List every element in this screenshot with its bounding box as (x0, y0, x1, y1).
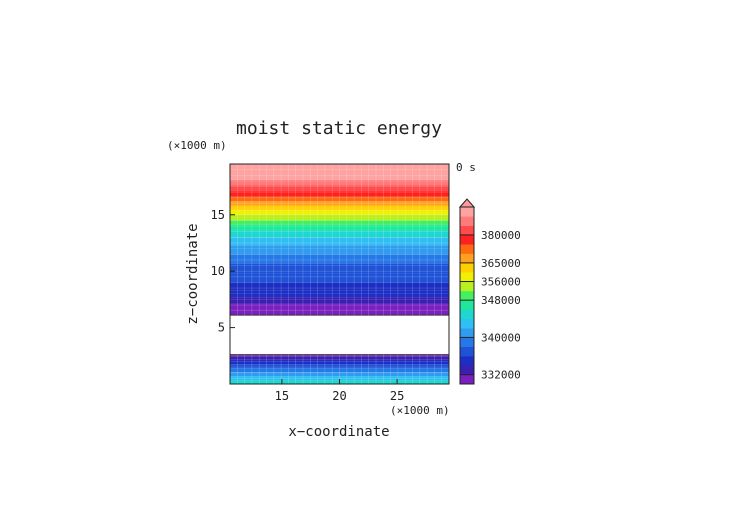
colorbar-segment (460, 234, 474, 245)
colorbar-segment (460, 262, 474, 273)
contour-band (230, 179, 449, 186)
colorbar-tick-label: 356000 (481, 276, 521, 289)
y-tick-label: 10 (211, 264, 225, 278)
contour-band (230, 297, 449, 304)
colorbar-segment (460, 318, 474, 329)
colorbar-tick-label: 365000 (481, 257, 521, 270)
contour-band (230, 376, 449, 381)
x-tick-label: 20 (332, 389, 346, 403)
colorbar-tick-label: 340000 (481, 331, 521, 344)
colorbar-tick-label: 332000 (481, 369, 521, 382)
colorbar-segment (460, 253, 474, 264)
x-tick-label: 25 (390, 389, 404, 403)
colorbar-segment (460, 207, 474, 217)
contour-band (230, 245, 449, 255)
colorbar-segment (460, 300, 474, 310)
contour-band (230, 210, 449, 215)
colorbar-segment (460, 281, 474, 292)
colorbar-segment (460, 337, 474, 348)
contour-band (230, 214, 449, 221)
contour-band (230, 303, 449, 310)
colorbar: 332000 340000 348000 356000 365000 380000 (458, 198, 521, 385)
contour-band (230, 220, 449, 225)
contour-band (230, 164, 449, 180)
contour-band (230, 372, 449, 377)
grid-lines (230, 164, 449, 384)
contour-band (230, 368, 449, 373)
y-tick-label: 5 (218, 321, 225, 335)
contour-band (230, 359, 449, 365)
contour-band (230, 309, 449, 316)
y-axis-label: z−coordinate (185, 223, 201, 324)
colorbar-segment (460, 272, 474, 282)
colorbar-segment (460, 356, 474, 366)
colorbar-tick-label: 380000 (481, 229, 521, 242)
x-axis-label: x−coordinate (288, 424, 389, 440)
contour-band (230, 224, 449, 231)
contour-band (230, 196, 449, 202)
contour-band (230, 237, 449, 246)
colorbar-segment (460, 328, 474, 338)
chart-title: moist static energy (236, 118, 442, 139)
x-axis-ticks: 15 20 25 (275, 379, 404, 403)
contour-band (230, 201, 449, 206)
contour-band (230, 282, 449, 291)
x-unit-label: (×1000 m) (390, 404, 450, 417)
colorbar-frame (459, 206, 475, 385)
colorbar-segment (460, 374, 474, 385)
colorbar-tick-label: 348000 (481, 294, 521, 307)
contour-band (230, 290, 449, 298)
colorbar-segment (460, 244, 474, 254)
contour-band (230, 356, 449, 360)
colorbar-segment (460, 346, 474, 357)
colorbar-segment (460, 290, 474, 301)
contour-band (230, 354, 449, 357)
y-unit-label: (×1000 m) (167, 139, 227, 152)
colorbar-segment (460, 225, 474, 236)
contour-band (230, 364, 449, 369)
contour-band (230, 205, 449, 211)
colorbar-segment (460, 365, 474, 375)
time-label: 0 s (456, 161, 476, 174)
contour-band (230, 230, 449, 238)
x-tick-label: 15 (275, 389, 289, 403)
contour-band (230, 254, 449, 264)
contour-band (230, 263, 449, 274)
y-axis-ticks: 5 10 15 (211, 208, 235, 335)
colorbar-segment (460, 216, 474, 226)
contour-band (230, 185, 449, 192)
y-tick-label: 15 (211, 208, 225, 222)
contour-bands (230, 164, 449, 384)
contour-band (230, 273, 449, 283)
colorbar-segment (460, 309, 474, 320)
contour-band (230, 191, 449, 197)
colorbar-overflow-arrow (458, 198, 476, 208)
